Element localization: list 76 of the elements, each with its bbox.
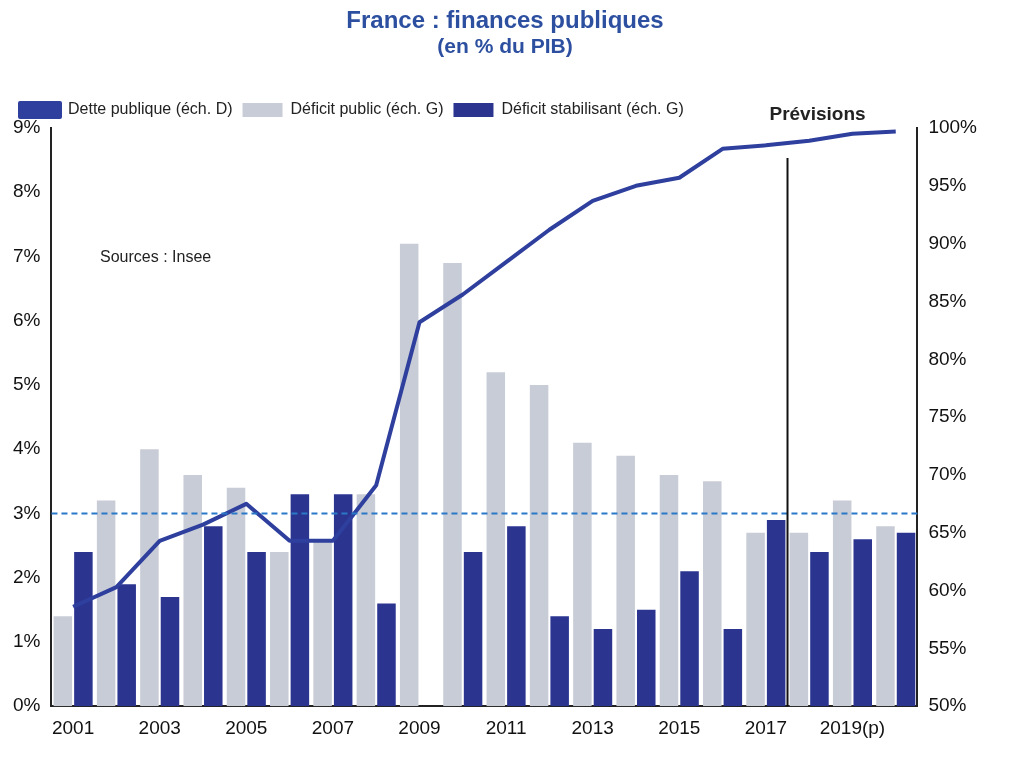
bar — [140, 449, 159, 707]
bar — [333, 494, 353, 707]
y2-tick-label: 70% — [928, 463, 967, 485]
legend-label: Déficit public (éch. G) — [290, 100, 444, 118]
bar — [377, 603, 396, 707]
y-tick-label: 7% — [12, 244, 41, 266]
y2-tick-label: 65% — [928, 520, 967, 542]
x-tick-label: 2019(p) — [819, 716, 886, 738]
bar — [399, 243, 419, 707]
legend-label: Déficit stabilisant (éch. G) — [501, 100, 684, 118]
y-tick-label: 4% — [12, 437, 41, 459]
y-tick-label: 9% — [12, 116, 41, 138]
bar — [507, 526, 526, 707]
y2-tick-label: 50% — [928, 694, 967, 716]
bar — [74, 552, 93, 707]
bar — [896, 532, 916, 707]
bar — [659, 474, 679, 707]
bar — [616, 455, 635, 707]
bar — [53, 616, 73, 707]
bar — [204, 526, 223, 707]
bar — [789, 532, 809, 707]
x-tick-label: 2017 — [744, 716, 788, 738]
bar — [573, 442, 592, 707]
bar — [703, 481, 722, 707]
bar — [876, 526, 895, 707]
x-tick-label: 2013 — [571, 716, 614, 738]
bar — [766, 519, 786, 707]
y-tick-label: 0% — [12, 694, 41, 716]
y-tick-label: 6% — [12, 308, 41, 330]
bar — [117, 584, 136, 707]
y-tick-label: 3% — [12, 501, 41, 523]
bar — [723, 629, 743, 707]
bar — [183, 474, 202, 707]
y-tick-label: 5% — [12, 373, 41, 395]
x-tick-label: 2011 — [485, 716, 527, 738]
y2-tick-label: 75% — [928, 405, 967, 427]
bar — [96, 500, 116, 707]
bar — [853, 539, 872, 707]
x-tick-label: 2001 — [51, 716, 95, 738]
annotation: Sources : Insee — [100, 248, 212, 266]
bar — [486, 372, 506, 707]
legend-label: Dette publique (éch. D) — [68, 100, 233, 118]
bar — [463, 552, 483, 707]
y2-tick-label: 90% — [928, 231, 967, 253]
y2-tick-label: 95% — [928, 174, 967, 196]
bar — [832, 500, 852, 707]
bar — [593, 629, 613, 707]
x-tick-label: 2007 — [311, 716, 355, 738]
chart-subtitle: (en % du PIB) — [436, 34, 574, 58]
bar — [247, 552, 266, 707]
bar — [356, 494, 376, 707]
x-tick-label: 2015 — [658, 716, 701, 738]
y2-tick-label: 85% — [928, 289, 967, 311]
bar — [270, 552, 289, 707]
y-tick-label: 1% — [12, 630, 41, 652]
y2-tick-label: 55% — [928, 636, 967, 658]
chart-title: France : finances publiques — [345, 6, 665, 34]
y2-tick-label: 100% — [928, 116, 978, 138]
bar — [290, 494, 310, 707]
x-tick-label: 2003 — [138, 716, 181, 738]
bar — [680, 571, 699, 707]
bar — [226, 487, 246, 707]
bar — [443, 262, 462, 707]
bar — [746, 532, 765, 707]
y-tick-label: 8% — [12, 180, 41, 202]
bar — [550, 616, 569, 707]
y2-tick-label: 80% — [928, 347, 967, 369]
x-tick-label: 2009 — [398, 716, 441, 738]
y-tick-label: 2% — [12, 565, 41, 587]
x-tick-label: 2005 — [225, 716, 268, 738]
bar — [810, 552, 829, 707]
bar — [529, 384, 549, 707]
y2-tick-label: 60% — [928, 578, 967, 600]
bar — [160, 596, 180, 707]
bar — [637, 609, 656, 707]
ref-line-label: Prévisions — [769, 102, 866, 124]
